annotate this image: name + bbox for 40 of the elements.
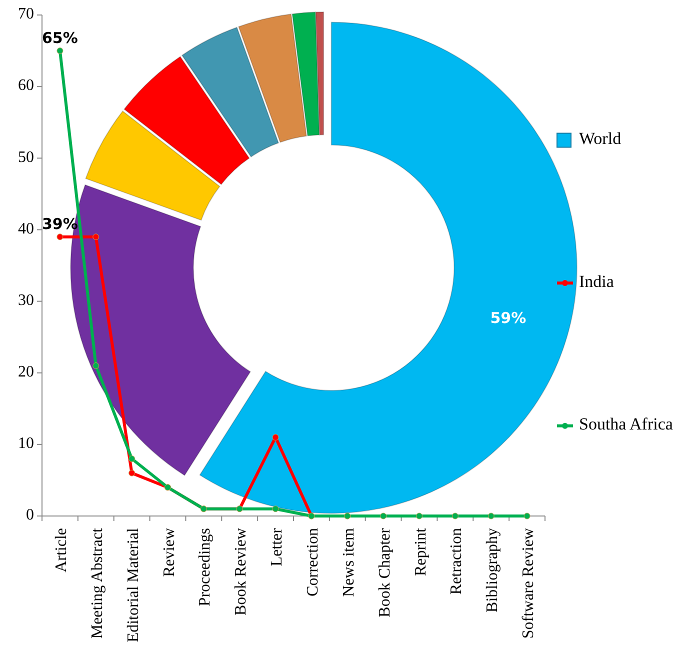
x-tick-label: Correction bbox=[304, 528, 322, 596]
data-label: 59% bbox=[490, 309, 526, 328]
point bbox=[56, 234, 64, 240]
y-tick-label: 50 bbox=[18, 148, 34, 166]
x-tick-label: Software Review bbox=[520, 528, 538, 639]
y-tick-label: 10 bbox=[18, 435, 34, 452]
y-tick-label: 60 bbox=[18, 77, 34, 94]
x-tick-label: Meeting Abstract bbox=[88, 527, 106, 639]
data-label: 65% bbox=[42, 28, 78, 47]
y-tick-label: 30 bbox=[18, 292, 34, 309]
x-tick-label: Bibliography bbox=[484, 528, 502, 612]
legend-label: Southa Africa bbox=[579, 414, 674, 434]
point bbox=[380, 512, 387, 520]
point bbox=[272, 434, 279, 441]
legend-label: India bbox=[579, 272, 614, 291]
x-tick-label: Retraction bbox=[448, 528, 466, 595]
y-tick-label: 70 bbox=[18, 6, 34, 23]
y-tick-label: 0 bbox=[26, 506, 34, 524]
point bbox=[92, 362, 100, 369]
point bbox=[56, 48, 64, 54]
x-tick-label: Reprint bbox=[412, 527, 430, 576]
x-tick-label: Article bbox=[52, 528, 70, 572]
x-tick-label: Book Chapter bbox=[376, 527, 394, 618]
point bbox=[488, 512, 494, 520]
point bbox=[272, 506, 279, 512]
x-tick-label: Proceedings bbox=[196, 528, 214, 606]
point bbox=[128, 470, 136, 476]
legend-label: World bbox=[579, 129, 622, 148]
x-tick-label: News item bbox=[340, 527, 358, 597]
x-tick-label: Letter bbox=[268, 527, 286, 566]
y-tick-label: 40 bbox=[18, 220, 34, 238]
point bbox=[452, 512, 458, 520]
x-tick-label: Review bbox=[160, 528, 178, 577]
x-tick-label: Editorial Material bbox=[124, 527, 142, 642]
x-tick-label: Book Review bbox=[232, 528, 250, 616]
point bbox=[92, 234, 100, 240]
point bbox=[524, 512, 530, 520]
point bbox=[416, 512, 422, 520]
y-tick-label: 20 bbox=[18, 364, 34, 381]
point bbox=[128, 455, 136, 462]
